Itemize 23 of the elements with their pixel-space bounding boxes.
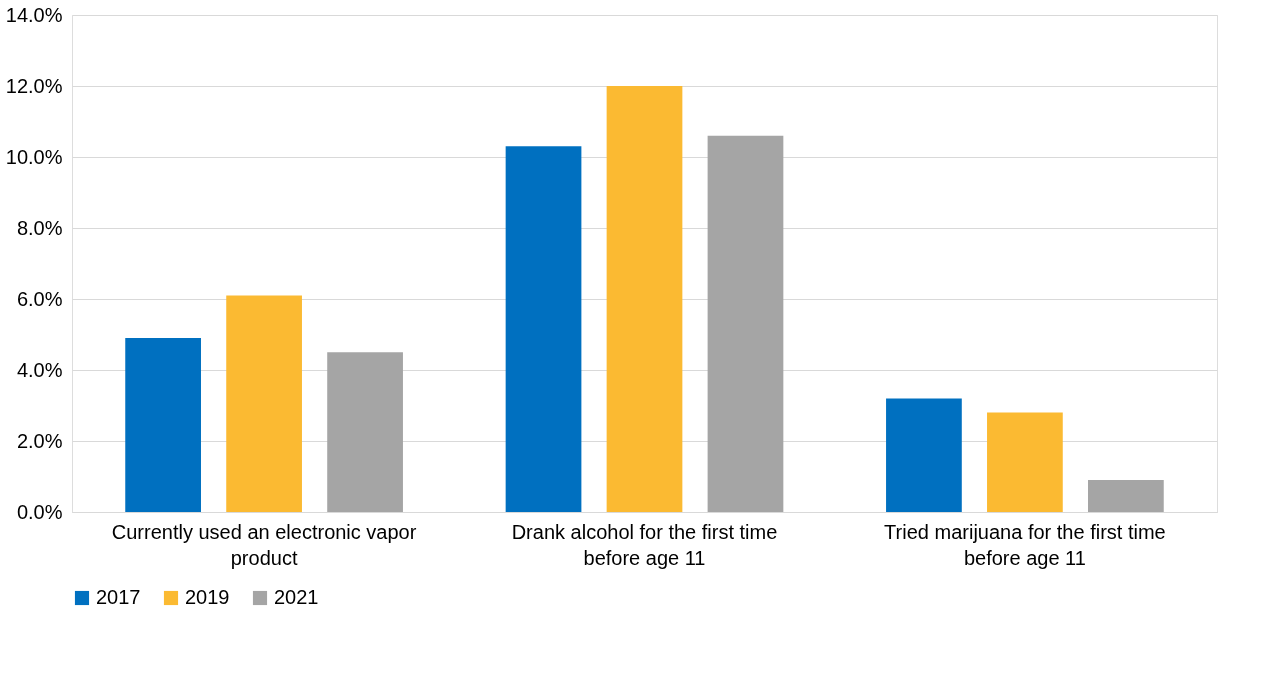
x-tick-label: Tried marijuana for the first time before age 11: [884, 520, 1166, 569]
y-tick-label: 8.0%: [16, 216, 63, 239]
bar: [505, 146, 582, 512]
x-tick-label: Drank alcohol for the first time before age 11: [511, 520, 778, 569]
y-tick-label: 0.0%: [16, 500, 63, 523]
legend-label: 2019: [185, 586, 230, 608]
y-tick-label: 6.0%: [16, 287, 63, 310]
y-tick-label: 4.0%: [16, 358, 63, 381]
bar: [226, 295, 302, 512]
y-tick-label: 12.0%: [5, 74, 63, 97]
bar: [886, 398, 962, 512]
legend-label: 2017: [96, 586, 141, 608]
bar: [125, 338, 201, 512]
bar: [606, 86, 683, 512]
x-tick-label: Currently used an electronic vapor product: [111, 520, 417, 569]
y-tick-label: 2.0%: [16, 429, 63, 452]
bar: [987, 412, 1063, 512]
y-tick-label: 14.0%: [5, 3, 63, 26]
y-tick-label: 10.0%: [5, 145, 63, 168]
legend-label: 2021: [274, 586, 319, 608]
bar: [707, 135, 784, 512]
bar: [1088, 480, 1164, 512]
bar: [327, 352, 403, 512]
